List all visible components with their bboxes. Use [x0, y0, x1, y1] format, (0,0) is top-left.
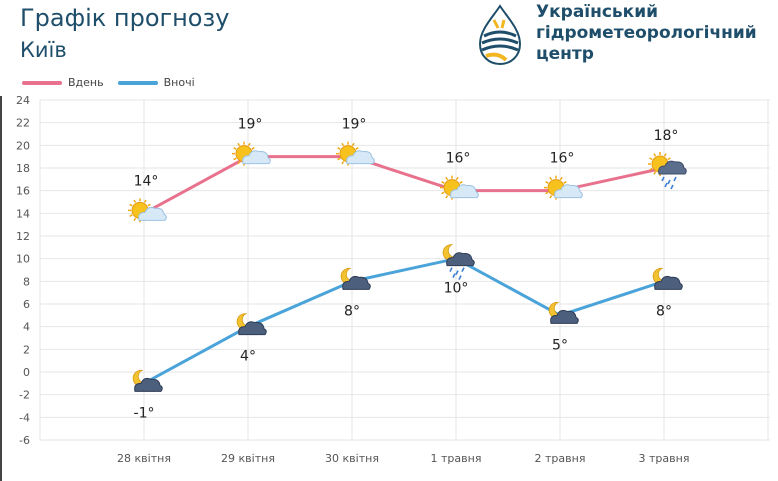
organization-name: Український гідрометеорологічний центр	[536, 2, 757, 65]
x-tick-label: 29 квітня	[221, 452, 275, 465]
moon-cloud-icon	[236, 313, 267, 336]
city-name: Київ	[20, 38, 67, 62]
night-temp-label: 8°	[344, 303, 360, 319]
day-temp-label: 16°	[446, 151, 471, 167]
legend-label-night: Вночі	[163, 76, 195, 89]
sun-cloud-icon	[336, 141, 375, 166]
day-temp-label: 14°	[134, 173, 159, 189]
x-tick-label: 28 квітня	[117, 452, 171, 465]
moon-cloud-icon	[548, 301, 579, 324]
y-tick-label: 14	[16, 207, 30, 220]
x-tick-label: 3 травня	[639, 452, 690, 465]
y-tick-label: 0	[23, 366, 30, 379]
y-tick-label: 16	[16, 185, 30, 198]
y-tick-label: 6	[23, 298, 30, 311]
y-tick-label: 24	[16, 94, 30, 107]
org-line-3: центр	[536, 44, 594, 64]
legend-item-day[interactable]: Вдень	[22, 76, 104, 89]
sun-rain-cloud-icon	[648, 152, 687, 190]
org-line-2: гідрометеорологічний	[536, 23, 757, 43]
night-temp-label: 4°	[240, 349, 256, 365]
legend-item-night[interactable]: Вночі	[117, 76, 195, 89]
legend: Вдень Вночі	[22, 76, 209, 89]
day-series-line	[143, 155, 665, 215]
sun-cloud-icon	[544, 175, 583, 200]
day-temp-label: 18°	[654, 128, 679, 144]
moon-cloud-icon	[132, 369, 163, 392]
y-tick-label: 20	[16, 139, 30, 152]
y-tick-label: 10	[16, 253, 30, 266]
x-tick-label: 30 квітня	[325, 452, 379, 465]
day-temp-label: 19°	[342, 117, 367, 133]
y-tick-label: 8	[23, 275, 30, 288]
y-tick-label: -2	[19, 389, 30, 402]
day-temp-label: 16°	[550, 151, 575, 167]
frame-edge	[0, 96, 2, 481]
y-tick-label: 18	[16, 162, 30, 175]
night-temp-label: 8°	[656, 303, 672, 319]
y-tick-label: 22	[16, 117, 30, 130]
y-tick-label: -4	[19, 411, 30, 424]
ugmc-logo	[470, 2, 770, 70]
x-tick-label: 2 травня	[535, 452, 586, 465]
org-line-1: Український	[536, 2, 659, 22]
day-temp-label: 19°	[238, 117, 263, 133]
chart-title: Графік прогнозу	[20, 4, 230, 32]
night-temp-label: -1°	[134, 405, 155, 421]
x-tick-label: 1 травня	[431, 452, 482, 465]
y-tick-label: 2	[23, 343, 30, 356]
legend-label-day: Вдень	[68, 76, 104, 89]
legend-swatch-day	[22, 80, 62, 85]
moon-cloud-icon	[652, 267, 683, 290]
night-temp-label: 10°	[444, 281, 469, 297]
y-tick-label: -6	[19, 434, 30, 447]
moon-cloud-icon	[340, 267, 371, 290]
sun-cloud-icon	[128, 198, 167, 223]
sun-cloud-icon	[440, 175, 479, 200]
y-tick-label: 12	[16, 230, 30, 243]
moon-rain-cloud-icon	[442, 244, 475, 281]
legend-swatch-night	[117, 80, 158, 85]
y-tick-label: 4	[23, 321, 30, 334]
night-series-line	[143, 257, 665, 385]
sun-cloud-icon	[232, 141, 271, 166]
night-temp-label: 5°	[552, 337, 568, 353]
drop-logo-icon	[478, 4, 522, 66]
